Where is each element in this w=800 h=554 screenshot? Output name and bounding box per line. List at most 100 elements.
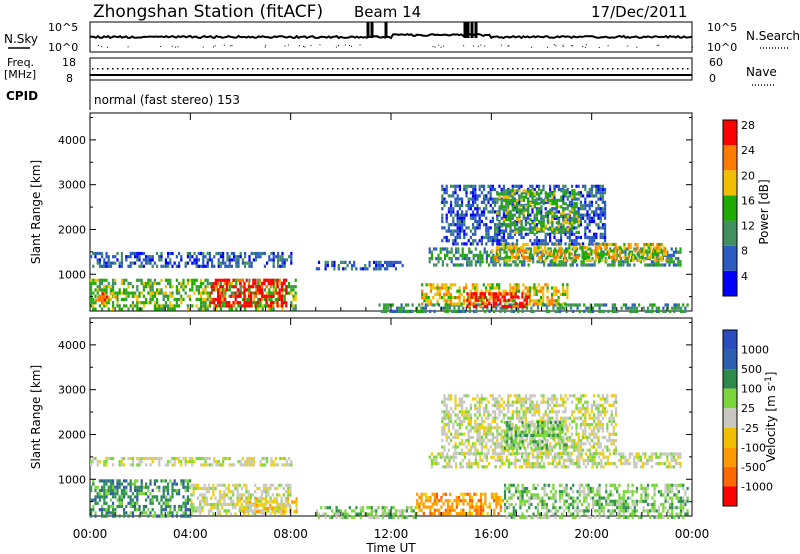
power-cell bbox=[555, 258, 558, 263]
velocity-cell bbox=[184, 514, 187, 518]
power-cell bbox=[285, 285, 288, 289]
velocity-cell bbox=[227, 509, 230, 513]
velocity-cell bbox=[256, 486, 259, 491]
power-cell bbox=[566, 249, 569, 253]
power-cell bbox=[171, 291, 174, 295]
power-cell bbox=[337, 264, 340, 268]
power-cell bbox=[507, 208, 510, 212]
power-cell bbox=[195, 261, 198, 265]
velocity-cell bbox=[288, 510, 292, 514]
power-cell bbox=[522, 289, 525, 293]
power-cell bbox=[675, 250, 678, 254]
power-cell bbox=[255, 255, 258, 259]
power-cell bbox=[557, 255, 560, 259]
velocity-cell bbox=[156, 495, 159, 499]
nave-dot bbox=[252, 68, 254, 70]
power-cell bbox=[474, 232, 477, 236]
power-cell bbox=[607, 249, 611, 253]
power-cell bbox=[438, 296, 441, 300]
power-cell bbox=[458, 197, 461, 201]
velocity-cell bbox=[605, 502, 608, 507]
power-cell bbox=[230, 285, 233, 289]
velocity-cell bbox=[203, 499, 206, 503]
power-cell bbox=[456, 289, 459, 293]
nave-dot bbox=[127, 68, 129, 70]
power-cell bbox=[461, 257, 464, 261]
power-cell bbox=[511, 216, 514, 220]
power-cell bbox=[239, 291, 242, 295]
power-cell bbox=[566, 214, 569, 218]
velocity-cell bbox=[519, 499, 522, 503]
velocity-cell bbox=[414, 506, 417, 510]
power-cell bbox=[474, 216, 477, 220]
power-cell bbox=[547, 211, 550, 215]
velocity-cell bbox=[519, 490, 522, 494]
velocity-cell bbox=[260, 497, 263, 501]
power-cell bbox=[644, 309, 647, 313]
velocity-cell bbox=[552, 486, 555, 491]
velocity-cell bbox=[262, 503, 265, 507]
power-cell bbox=[597, 191, 600, 195]
power-cell bbox=[386, 260, 389, 264]
power-cell bbox=[533, 202, 536, 206]
power-cell bbox=[544, 195, 547, 199]
velocity-cell bbox=[217, 463, 220, 467]
velocity-cell bbox=[547, 509, 551, 513]
power-cell bbox=[241, 304, 244, 308]
power-cell bbox=[560, 260, 563, 264]
power-heatmap bbox=[90, 184, 689, 313]
power-cell bbox=[390, 260, 393, 264]
velocity-cell bbox=[563, 509, 566, 513]
velocity-cell bbox=[530, 493, 533, 497]
power-cell bbox=[200, 294, 203, 298]
velocity-cell bbox=[344, 515, 347, 519]
power-cell bbox=[120, 297, 123, 302]
nave-dot bbox=[367, 68, 369, 70]
power-cell bbox=[555, 242, 558, 247]
power-cell bbox=[499, 292, 502, 296]
power-cell bbox=[224, 291, 227, 295]
velocity-cell bbox=[375, 515, 378, 519]
power-cell bbox=[585, 246, 589, 250]
velocity-cell bbox=[118, 514, 121, 518]
power-cell bbox=[268, 297, 271, 302]
power-cell bbox=[518, 200, 521, 204]
power-cell bbox=[511, 214, 514, 218]
power-cell bbox=[526, 289, 529, 293]
nave-dot bbox=[522, 68, 524, 70]
velocity-cell bbox=[201, 499, 204, 503]
power-cell bbox=[533, 302, 536, 306]
velocity-cell bbox=[218, 502, 222, 507]
velocity-cell bbox=[286, 503, 289, 507]
power-cell bbox=[522, 189, 525, 193]
power-cell bbox=[261, 294, 264, 298]
power-cell bbox=[565, 309, 568, 313]
velocity-cell bbox=[265, 512, 268, 516]
power-cell bbox=[450, 213, 453, 217]
power-cell bbox=[581, 255, 584, 259]
power-cell bbox=[429, 299, 433, 303]
power-cell bbox=[523, 298, 526, 302]
power-cell bbox=[459, 263, 462, 267]
power-cell bbox=[601, 232, 604, 236]
power-cell bbox=[595, 235, 598, 240]
power-cell bbox=[434, 292, 437, 296]
power-cell bbox=[243, 291, 246, 295]
velocity-cell bbox=[473, 505, 476, 509]
power-cell bbox=[607, 255, 611, 259]
power-cell bbox=[385, 309, 388, 313]
power-cell bbox=[136, 285, 139, 289]
power-cell bbox=[476, 283, 479, 287]
power-cell bbox=[500, 224, 503, 228]
power-cell bbox=[551, 214, 554, 218]
power-cell bbox=[493, 286, 496, 290]
nsearch-dot bbox=[480, 44, 482, 46]
power-cell bbox=[461, 216, 464, 220]
velocity-cell bbox=[223, 496, 226, 500]
power-cell bbox=[485, 232, 488, 236]
velocity-cell bbox=[180, 514, 183, 518]
velocity-cell bbox=[508, 506, 511, 510]
power-cell bbox=[385, 306, 388, 310]
velocity-cell bbox=[203, 486, 206, 491]
velocity-cell bbox=[203, 502, 206, 507]
